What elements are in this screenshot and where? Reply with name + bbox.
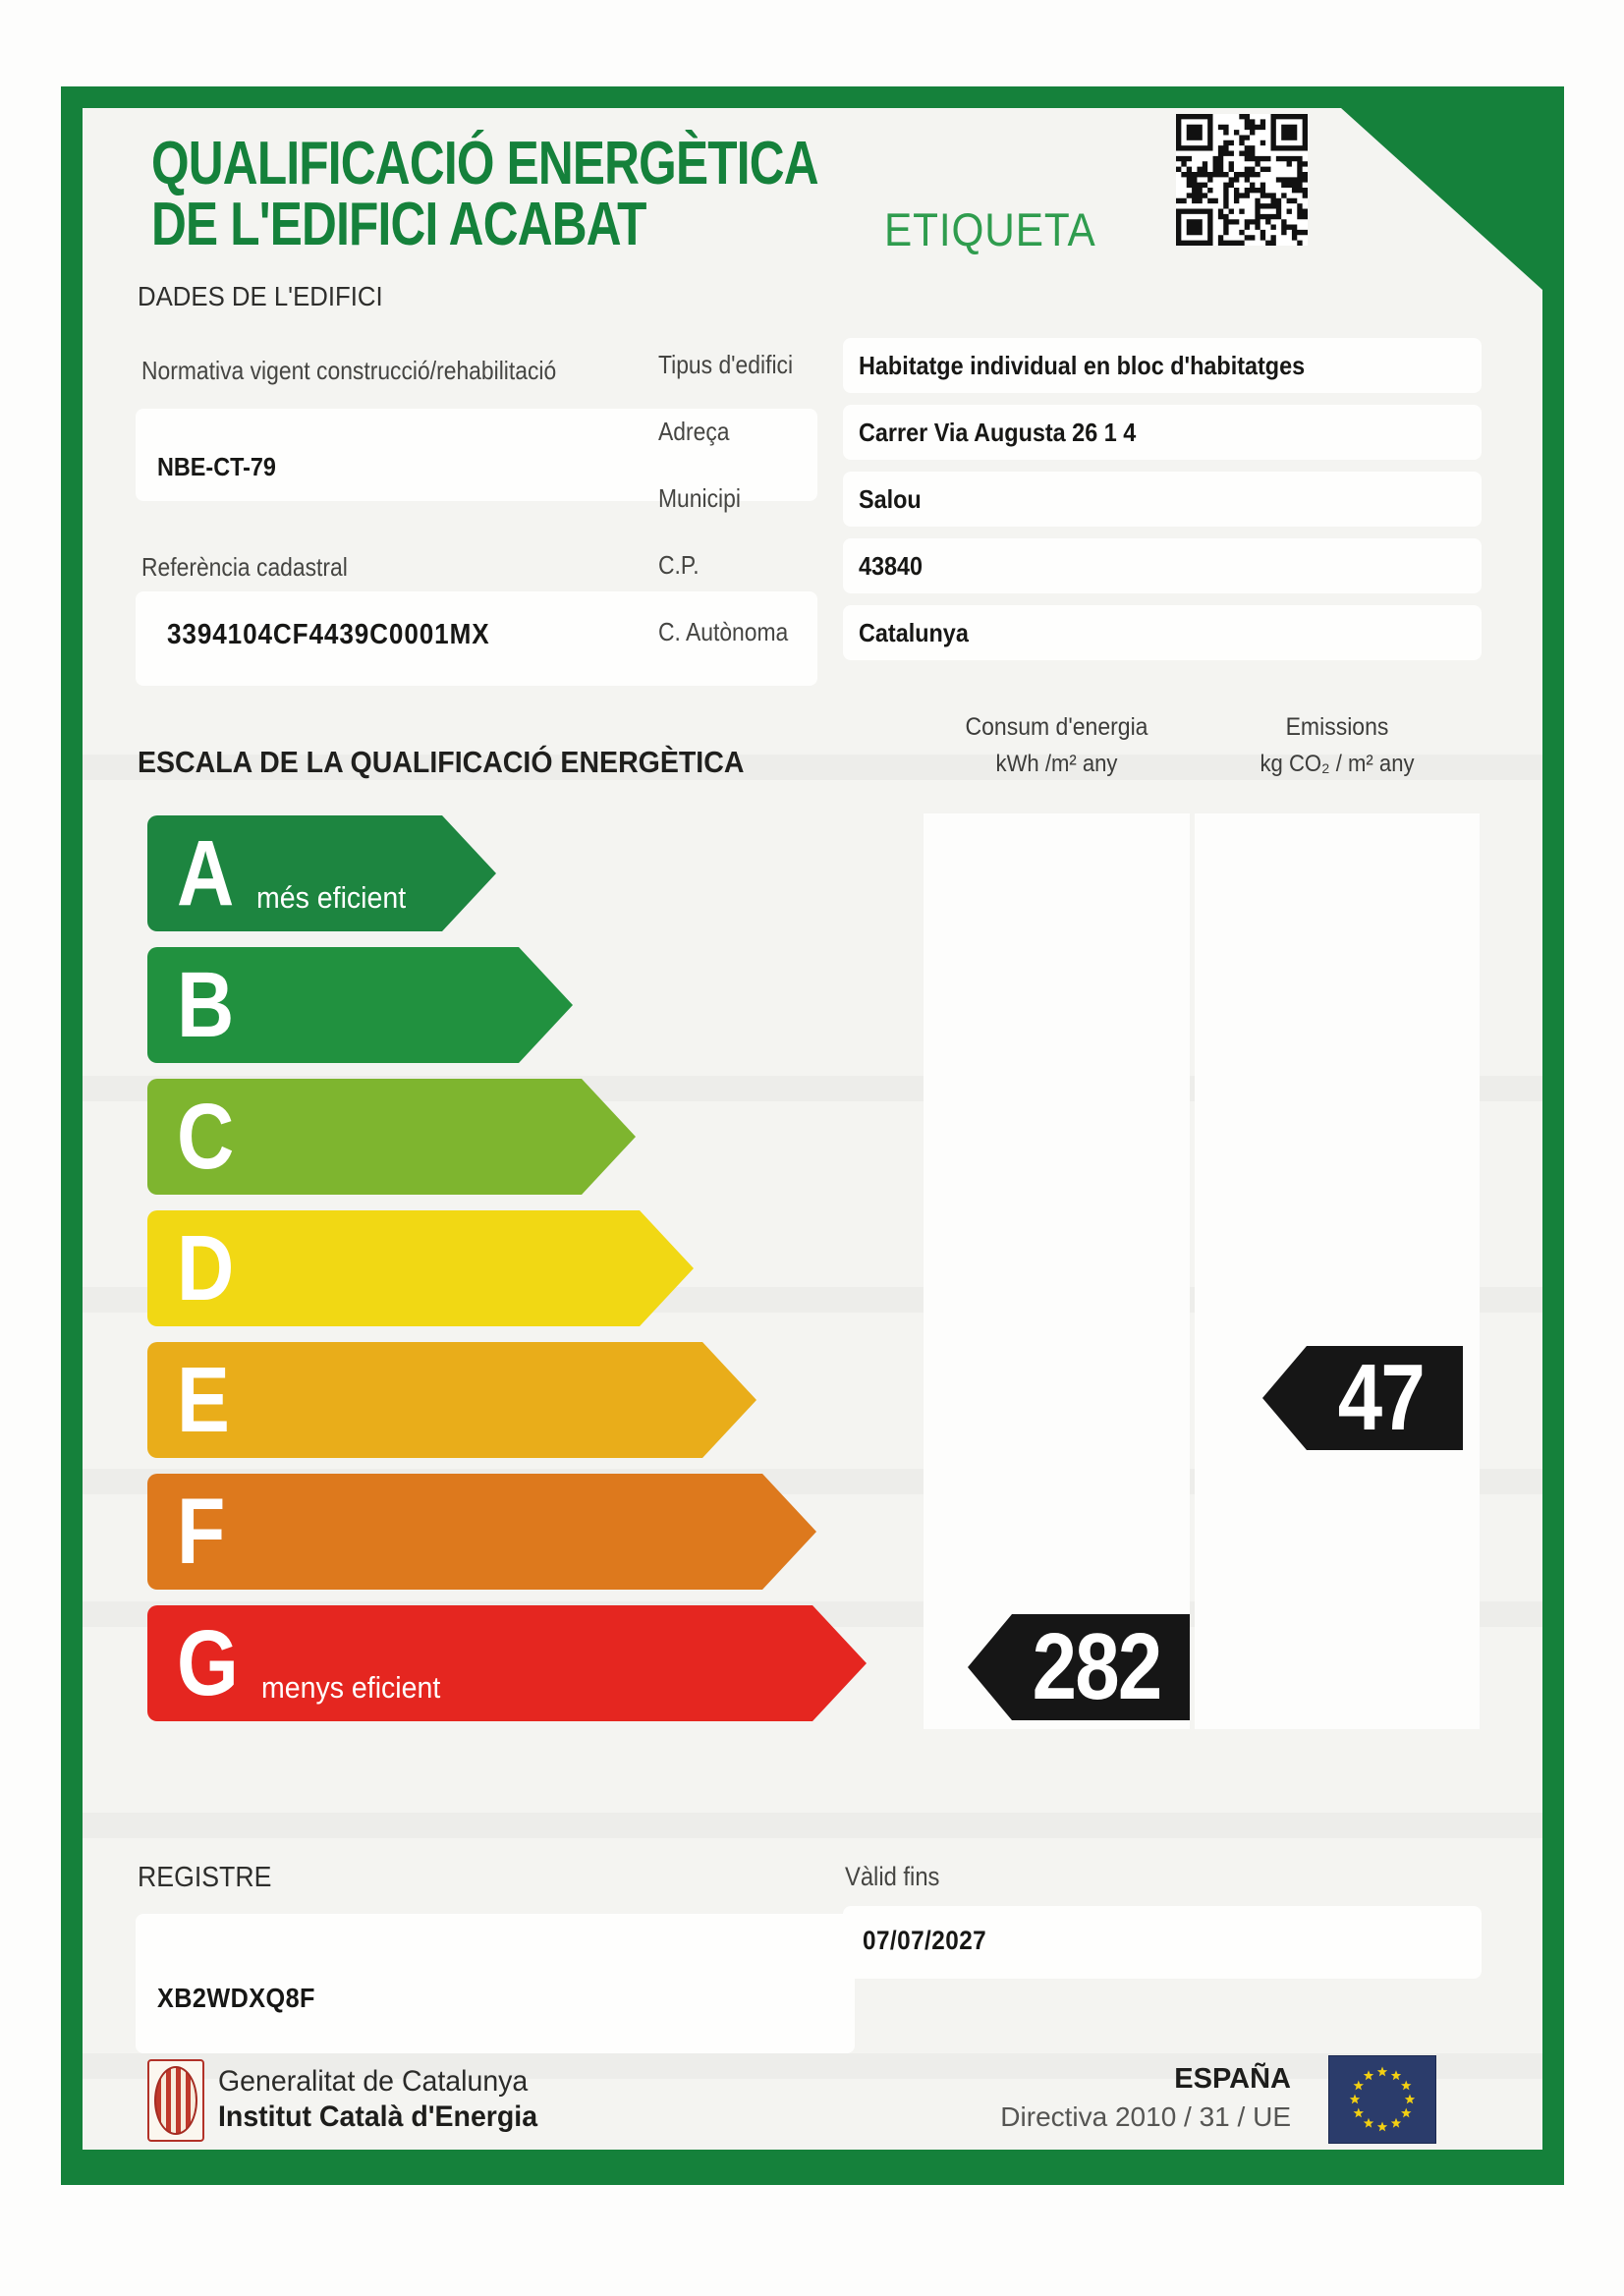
cadastral-value: 3394104CF4439C0001MX — [167, 619, 490, 650]
rating-arrow-d: D — [147, 1210, 694, 1326]
org-name-line1: Generalitat de Catalunya — [218, 2065, 529, 2098]
certificate-title: QUALIFICACIÓ ENERGÈTICA DE L'EDIFICI ACA… — [151, 130, 819, 258]
field-label-municipi: Municipi — [658, 483, 741, 513]
registre-label: REGISTRE — [138, 1862, 272, 1893]
registre-field: XB2WDXQ8F — [136, 1914, 855, 2053]
rating-letter: A — [177, 820, 235, 925]
consumption-value: 282 — [1032, 1614, 1162, 1719]
field-cp: 43840 — [843, 538, 1482, 593]
rating-letter: G — [177, 1610, 239, 1715]
emissions-header-line1: Emissions — [1285, 713, 1389, 741]
directive-label: Directiva 2010 / 31 / UE — [1000, 2101, 1291, 2132]
certificate-body: QUALIFICACIÓ ENERGÈTICA DE L'EDIFICI ACA… — [83, 108, 1542, 2150]
consumption-column — [924, 813, 1190, 1729]
consumption-value-badge: 282 — [968, 1614, 1190, 1720]
valid-until-value: 07/07/2027 — [863, 1926, 987, 1955]
field-autonoma: Catalunya — [843, 605, 1482, 660]
eu-flag-icon — [1328, 2055, 1436, 2144]
etiqueta-label: ETIQUETA — [884, 203, 1096, 255]
cadastral-field: 3394104CF4439C0001MX — [136, 591, 817, 686]
valid-until-label: Vàlid fins — [845, 1862, 940, 1891]
generalitat-logo-icon — [147, 2059, 204, 2142]
field-value-autonoma: Catalunya — [859, 618, 969, 647]
rating-letter: C — [177, 1084, 235, 1189]
rating-arrow-e: E — [147, 1342, 756, 1458]
normativa-value: NBE-CT-79 — [157, 452, 276, 481]
rating-caption: menys eficient — [260, 1670, 441, 1705]
emissions-value-badge: 47 — [1262, 1346, 1463, 1450]
country-label: ESPAÑA — [1174, 2063, 1291, 2095]
building-data-section-title: DADES DE L'EDIFICI — [138, 281, 383, 311]
normativa-field: NBE-CT-79 — [136, 409, 817, 501]
rating-letter: E — [177, 1347, 230, 1452]
rating-arrow-f: F — [147, 1474, 816, 1590]
scan-artifact-stripe — [83, 2053, 1542, 2079]
rating-letter: B — [177, 952, 235, 1057]
emissions-value: 47 — [1337, 1345, 1425, 1450]
cadastral-label: Referència cadastral — [141, 552, 348, 582]
emissions-column — [1195, 813, 1480, 1729]
green-frame: QUALIFICACIÓ ENERGÈTICA DE L'EDIFICI ACA… — [61, 86, 1564, 2185]
scan-artifact-stripe — [83, 755, 1542, 780]
rating-letter: F — [177, 1479, 226, 1584]
scale-section-title: ESCALA DE LA QUALIFICACIÓ ENERGÈTICA — [138, 745, 745, 779]
registre-value: XB2WDXQ8F — [157, 1983, 315, 2013]
rating-caption: més eficient — [255, 880, 406, 915]
corner-decoration — [1341, 108, 1542, 290]
field-tipus: Habitatge individual en bloc d'habitatge… — [843, 338, 1482, 393]
qr-code-icon — [1176, 114, 1308, 246]
normativa-label: Normativa vigent construcció/rehabilitac… — [141, 356, 557, 385]
senyera-stripes-icon — [154, 2066, 197, 2135]
field-value-municipi: Salou — [859, 484, 922, 514]
field-label-autonoma: C. Autònoma — [658, 617, 789, 646]
rating-letter: D — [177, 1215, 235, 1320]
field-label-adreca: Adreça — [658, 417, 730, 446]
field-value-cp: 43840 — [859, 551, 924, 581]
consumption-header-line2: kWh /m² any — [995, 751, 1118, 777]
field-label-tipus: Tipus d'edifici — [658, 350, 794, 379]
field-value-adreca: Carrer Via Augusta 26 1 4 — [859, 418, 1137, 447]
consumption-header-line1: Consum d'energia — [965, 713, 1148, 741]
emissions-header-line2: kg CO₂ / m² any — [1260, 751, 1415, 777]
rating-arrow-a: A més eficient — [147, 815, 496, 931]
title-line-2: DE L'EDIFICI ACABAT — [151, 191, 646, 258]
valid-until-field: 07/07/2027 — [843, 1906, 1482, 1979]
footer-right-block: ESPAÑA Directiva 2010 / 31 / UE — [918, 2063, 1291, 2133]
field-municipi: Salou — [843, 472, 1482, 527]
field-value-tipus: Habitatge individual en bloc d'habitatge… — [859, 351, 1306, 380]
scan-artifact-stripe — [83, 1813, 1542, 1838]
emissions-column-header: Emissions kg CO₂ / m² any — [1206, 709, 1469, 782]
field-label-cp: C.P. — [658, 550, 700, 580]
consumption-column-header: Consum d'energia kWh /m² any — [934, 709, 1179, 782]
rating-arrow-g: G menys eficient — [147, 1605, 867, 1721]
org-name-line2: Institut Català d'Energia — [218, 2100, 538, 2133]
rating-arrow-c: C — [147, 1079, 636, 1195]
title-line-1: QUALIFICACIÓ ENERGÈTICA — [151, 130, 819, 197]
rating-arrow-b: B — [147, 947, 573, 1063]
field-adreca: Carrer Via Augusta 26 1 4 — [843, 405, 1482, 460]
